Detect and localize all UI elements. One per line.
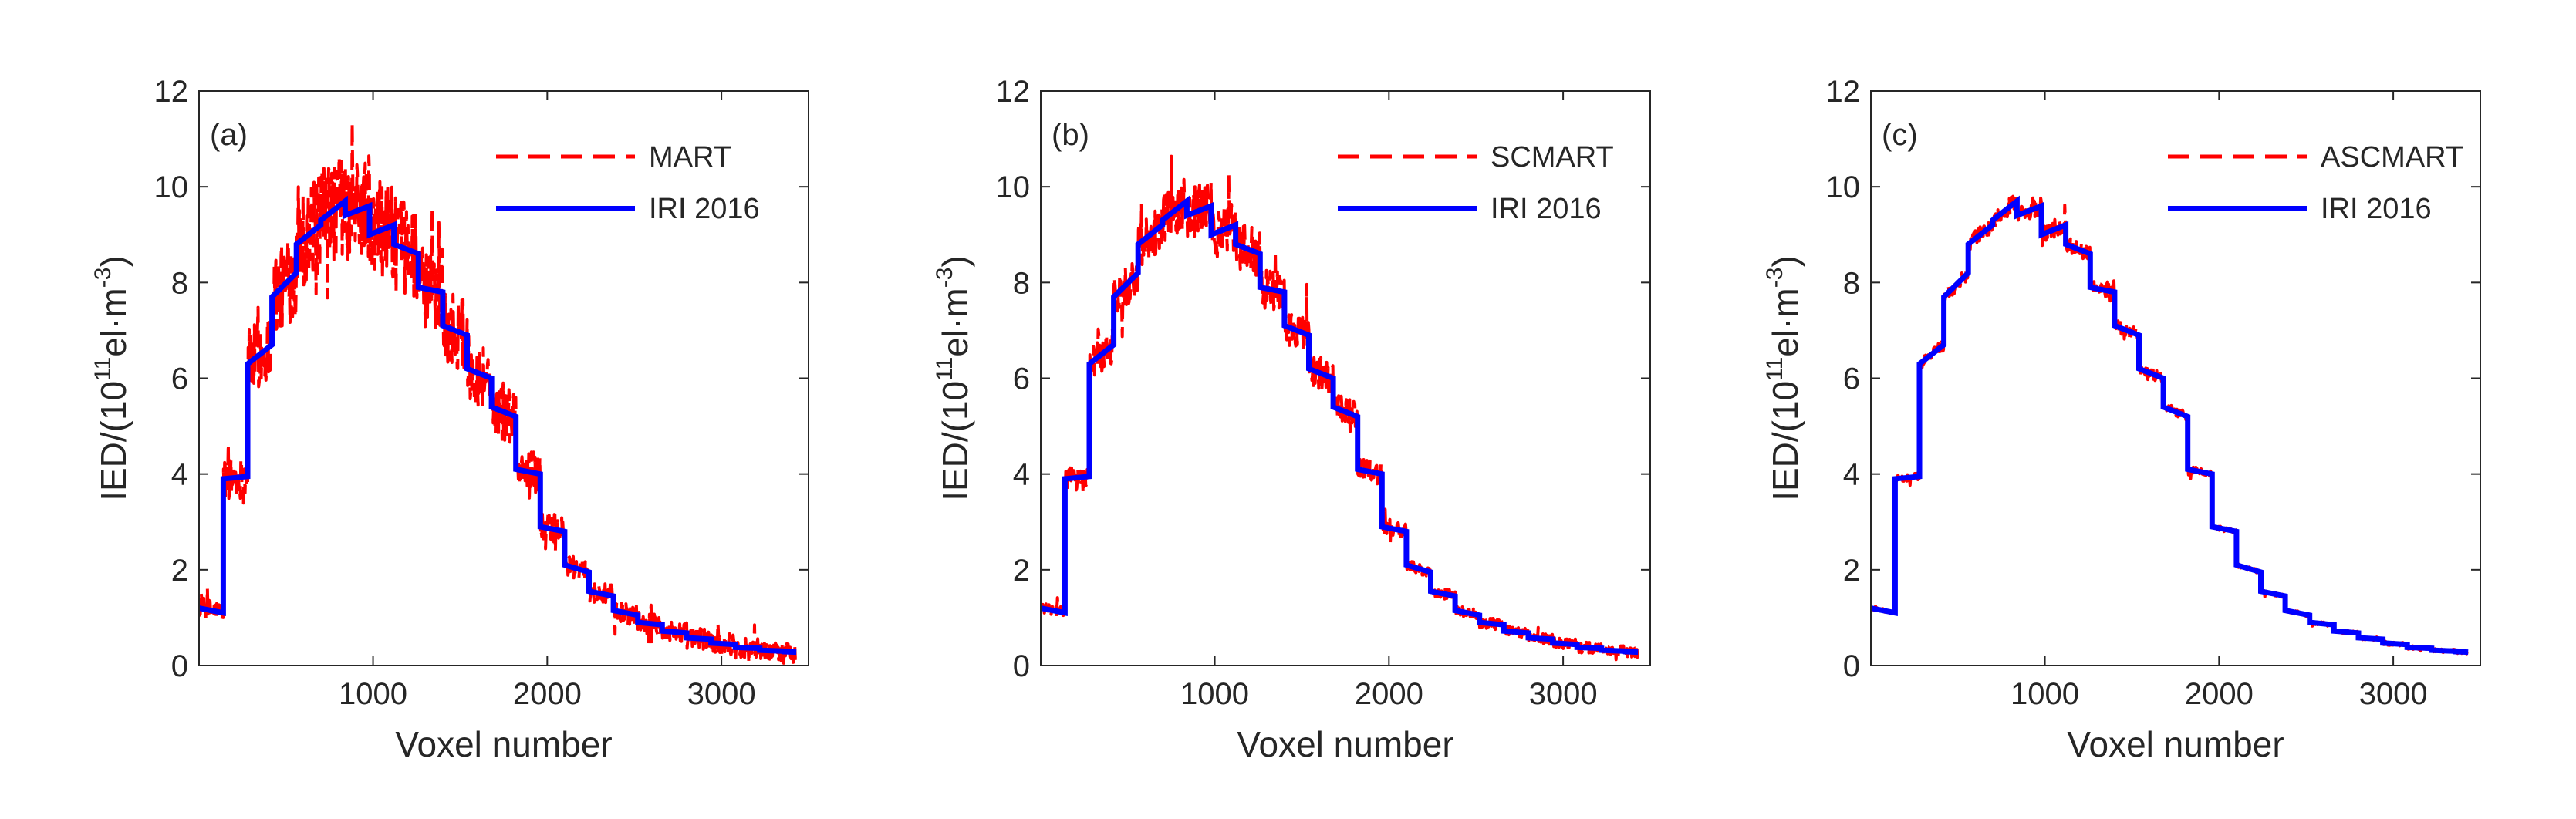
x-tick-label: 1000 bbox=[2010, 677, 2079, 711]
y-tick-label: 6 bbox=[171, 362, 188, 396]
y-tick-label: 0 bbox=[1013, 649, 1030, 683]
y-axis-title-exponent: 11 bbox=[1762, 357, 1788, 381]
y-tick-label: 6 bbox=[1013, 362, 1030, 396]
y-tick-label: 2 bbox=[171, 554, 188, 588]
plot-area bbox=[1041, 91, 1650, 666]
data-layer bbox=[1871, 194, 2470, 656]
y-tick-label: 8 bbox=[171, 266, 188, 300]
x-tick-label: 2000 bbox=[1355, 677, 1423, 711]
legend-label-reconstruction: SCMART bbox=[1491, 141, 1614, 174]
y-tick-label: 8 bbox=[1843, 266, 1860, 300]
x-tick-label: 1000 bbox=[339, 677, 407, 711]
y-tick-label: 8 bbox=[1013, 266, 1030, 300]
y-axis-title: IED/(1011el·m-3) bbox=[932, 255, 975, 501]
x-axis-title: Voxel number bbox=[2067, 724, 2284, 764]
x-axis-title: Voxel number bbox=[1237, 724, 1453, 764]
y-tick-label: 2 bbox=[1843, 554, 1860, 588]
x-tick-label: 1000 bbox=[1180, 677, 1249, 711]
y-tick-label: 2 bbox=[1013, 554, 1030, 588]
y-axis-title-part: IED/(10 bbox=[93, 381, 133, 501]
y-axis-title-end: ) bbox=[93, 255, 133, 267]
y-axis-title-unit: el·m bbox=[1765, 288, 1805, 356]
y-axis-title-exponent: -3 bbox=[1762, 268, 1788, 288]
y-axis-title-part: IED/(10 bbox=[1765, 381, 1805, 501]
y-tick-label: 12 bbox=[996, 75, 1031, 109]
legend-label-reconstruction: ASCMART bbox=[2321, 141, 2463, 174]
y-axis-title-exponent: 11 bbox=[932, 357, 957, 381]
y-tick-label: 4 bbox=[1013, 458, 1030, 492]
y-tick-label: 10 bbox=[154, 170, 189, 204]
x-tick-label: 3000 bbox=[1529, 677, 1598, 711]
panel-b: 0 2 4 6 8 10 12 1000 2000 3000 Voxel number IED/(10… bbox=[932, 75, 1651, 764]
x-tick-label: 3000 bbox=[687, 677, 756, 711]
panel-label: (a) bbox=[210, 118, 248, 152]
y-axis-title-unit: el·m bbox=[93, 288, 133, 356]
y-tick-label: 0 bbox=[1843, 649, 1860, 683]
series-reconstruction-line bbox=[1041, 154, 1639, 662]
series-reference-line bbox=[1041, 195, 1639, 656]
x-tick-label: 2000 bbox=[2185, 677, 2254, 711]
panel-c: 0 2 4 6 8 10 12 1000 2000 3000 Voxel number IED/(10… bbox=[1762, 75, 2481, 764]
y-axis-title-part: IED/(10 bbox=[935, 381, 975, 501]
x-tick-label: 3000 bbox=[2359, 677, 2428, 711]
panel-label: (b) bbox=[1052, 118, 1089, 152]
plot-area bbox=[199, 91, 809, 666]
x-axis-title: Voxel number bbox=[395, 724, 612, 764]
y-axis-title-end: ) bbox=[935, 255, 975, 267]
y-axis-title: IED/(1011el·m-3) bbox=[90, 255, 133, 501]
y-axis-title-exponent: 11 bbox=[90, 357, 116, 381]
y-tick-label: 12 bbox=[154, 75, 189, 109]
x-tick-label: 2000 bbox=[513, 677, 582, 711]
y-axis-title: IED/(1011el·m-3) bbox=[1762, 255, 1805, 501]
panel-a: 0 2 4 6 8 10 12 1000 2000 3000 Voxel number IED/(10… bbox=[90, 75, 809, 764]
plot-area bbox=[1871, 91, 2480, 666]
legend-label-reference: IRI 2016 bbox=[1491, 193, 1602, 225]
legend-label-reference: IRI 2016 bbox=[2321, 193, 2432, 225]
panel-label: (c) bbox=[1882, 118, 1918, 152]
y-tick-label: 10 bbox=[1826, 170, 1861, 204]
legend-label-reference: IRI 2016 bbox=[649, 193, 760, 225]
y-axis-title-exponent: -3 bbox=[932, 268, 957, 288]
y-axis-title-exponent: -3 bbox=[90, 268, 116, 288]
y-tick-label: 4 bbox=[171, 458, 188, 492]
legend-label-reconstruction: MART bbox=[649, 141, 731, 174]
y-tick-label: 12 bbox=[1826, 75, 1861, 109]
y-axis-title-unit: el·m bbox=[935, 288, 975, 356]
y-axis-title-end: ) bbox=[1765, 255, 1805, 267]
y-tick-label: 10 bbox=[996, 170, 1031, 204]
y-tick-label: 6 bbox=[1843, 362, 1860, 396]
y-tick-label: 4 bbox=[1843, 458, 1860, 492]
data-layer bbox=[1041, 154, 1639, 662]
data-layer bbox=[199, 121, 798, 665]
series-reference-line bbox=[199, 195, 797, 656]
y-tick-label: 0 bbox=[171, 649, 188, 683]
series-reference-line bbox=[1871, 195, 2469, 656]
